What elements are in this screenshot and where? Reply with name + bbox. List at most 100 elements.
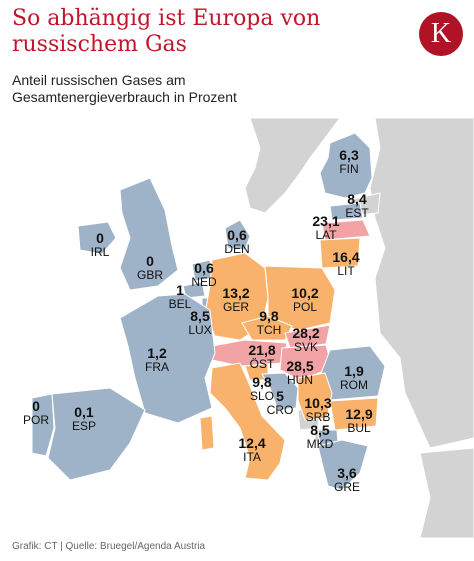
country-code: IRL xyxy=(90,245,110,259)
country-label-lit: 16,4 LIT xyxy=(332,250,359,278)
country-value: 0 xyxy=(146,253,154,269)
country-code: CRO xyxy=(266,403,294,417)
country-value: 13,2 xyxy=(222,285,250,301)
country-label-ned: 0,6 NED xyxy=(191,261,216,289)
country-value: 23,1 xyxy=(312,213,340,229)
country-label-rom: 1,9 ROM xyxy=(340,364,368,392)
map-region-srb xyxy=(297,372,333,421)
country-code: BUL xyxy=(347,421,371,435)
country-value: 9,8 xyxy=(259,308,279,324)
map-region-est xyxy=(329,202,364,221)
country-code: TCH xyxy=(256,323,282,337)
map-region-pol xyxy=(264,265,336,331)
map-region-fra xyxy=(119,293,216,424)
map-region-irl xyxy=(77,221,117,255)
country-label-slo: 9,8 SLO xyxy=(250,375,274,403)
country-value: 3,6 xyxy=(337,465,357,481)
country-code: EST xyxy=(345,206,369,220)
country-label-den: 0,6 DEN xyxy=(224,228,249,256)
country-value: 10,3 xyxy=(304,395,332,411)
country-value: 1,9 xyxy=(344,363,364,379)
country-label-ger: 13,2 GER xyxy=(222,286,249,314)
country-code: DEN xyxy=(224,242,250,256)
country-label-gre: 3,6 GRE xyxy=(334,466,360,494)
country-label-hun: 28,5 HUN xyxy=(286,359,313,387)
country-value: 6,3 xyxy=(339,147,359,163)
map-region-cro xyxy=(261,372,299,411)
country-value: 0,6 xyxy=(194,260,214,276)
country-code: SLO xyxy=(249,389,275,403)
country-code: FIN xyxy=(339,162,359,176)
country-code: ÖST xyxy=(249,357,275,371)
country-label-bel: 1 BEL xyxy=(169,283,192,311)
map-region-por xyxy=(31,393,55,457)
country-code: BEL xyxy=(168,297,192,311)
country-label-est: 8,4 EST xyxy=(345,192,368,220)
country-value: 28,5 xyxy=(286,358,314,374)
country-code: POR xyxy=(22,413,50,427)
country-value: 12,9 xyxy=(345,406,373,422)
country-label-cro: 5 CRO xyxy=(267,389,294,417)
country-value: 21,8 xyxy=(248,342,276,358)
country-code: GRE xyxy=(333,480,361,494)
country-code: GBR xyxy=(136,268,164,282)
country-code: FRA xyxy=(145,360,169,374)
country-code: LUX xyxy=(188,323,212,337)
map-region-gre xyxy=(317,439,369,491)
country-label-ost: 21,8 ÖST xyxy=(248,343,275,371)
country-value: 0,6 xyxy=(227,227,247,243)
country-code: SRB xyxy=(305,410,331,424)
map-region-lat xyxy=(321,219,371,241)
country-value: 8,5 xyxy=(310,422,330,438)
country-value: 12,4 xyxy=(238,435,266,451)
country-value: 10,2 xyxy=(291,285,319,301)
country-label-srb: 10,3 SRB xyxy=(304,396,331,424)
country-label-lat: 23,1 LAT xyxy=(312,214,339,242)
map-region-ita xyxy=(209,362,286,481)
country-label-por: 0 POR xyxy=(23,399,49,427)
country-code: MKD xyxy=(306,437,334,451)
europe-map xyxy=(31,118,474,538)
country-label-lux: 8,5 LUX xyxy=(188,309,211,337)
country-label-svk: 28,2 SVK xyxy=(292,326,319,354)
country-code: LAT xyxy=(315,228,337,242)
map-region-den xyxy=(224,219,251,251)
country-code: NED xyxy=(191,275,217,289)
country-code: HUN xyxy=(287,373,313,387)
country-label-pol: 10,2 POL xyxy=(291,286,318,314)
map-region-svk xyxy=(284,324,331,349)
country-value: 16,4 xyxy=(332,249,360,265)
kleine-zeitung-logo: K xyxy=(419,12,463,56)
country-label-gbr: 0 GBR xyxy=(137,254,163,282)
chart-title: So abhängig ist Europa von russischem Ga… xyxy=(12,6,321,57)
country-label-esp: 0,1 ESP xyxy=(72,405,96,433)
map-region-fin xyxy=(319,132,373,199)
map-region-hun xyxy=(279,344,333,381)
country-label-fra: 1,2 FRA xyxy=(145,346,169,374)
country-label-bul: 12,9 BUL xyxy=(345,407,372,435)
map-region-gbr xyxy=(119,177,179,291)
country-value: 0,1 xyxy=(74,404,94,420)
country-value: 1 xyxy=(176,282,184,298)
country-value: 0 xyxy=(96,230,104,246)
country-code: ESP xyxy=(71,419,97,433)
map-region-esp xyxy=(47,387,146,481)
source-note: Grafik: CT | Quelle: Bruegel/Agenda Aust… xyxy=(12,541,206,552)
country-code: LIT xyxy=(337,264,355,278)
country-label-mkd: 8,5 MKD xyxy=(307,423,334,451)
country-code: SVK xyxy=(293,340,318,354)
country-code: GER xyxy=(222,300,249,314)
country-label-irl: 0 IRL xyxy=(91,231,110,259)
country-label-tch: 9,8 TCH xyxy=(257,309,282,337)
country-code: ROM xyxy=(340,378,368,392)
chart-subtitle: Anteil russischen Gases am Gesamtenergie… xyxy=(12,72,237,105)
country-code: ITA xyxy=(243,450,261,464)
country-value: 8,4 xyxy=(347,191,367,207)
map-region-ita-sardinia xyxy=(199,415,215,451)
country-code: POL xyxy=(292,300,317,314)
country-label-ita: 12,4 ITA xyxy=(238,436,265,464)
country-value: 8,5 xyxy=(190,308,210,324)
country-value: 1,2 xyxy=(147,345,167,361)
country-value: 0 xyxy=(32,398,40,414)
map-region-lit xyxy=(319,237,361,269)
